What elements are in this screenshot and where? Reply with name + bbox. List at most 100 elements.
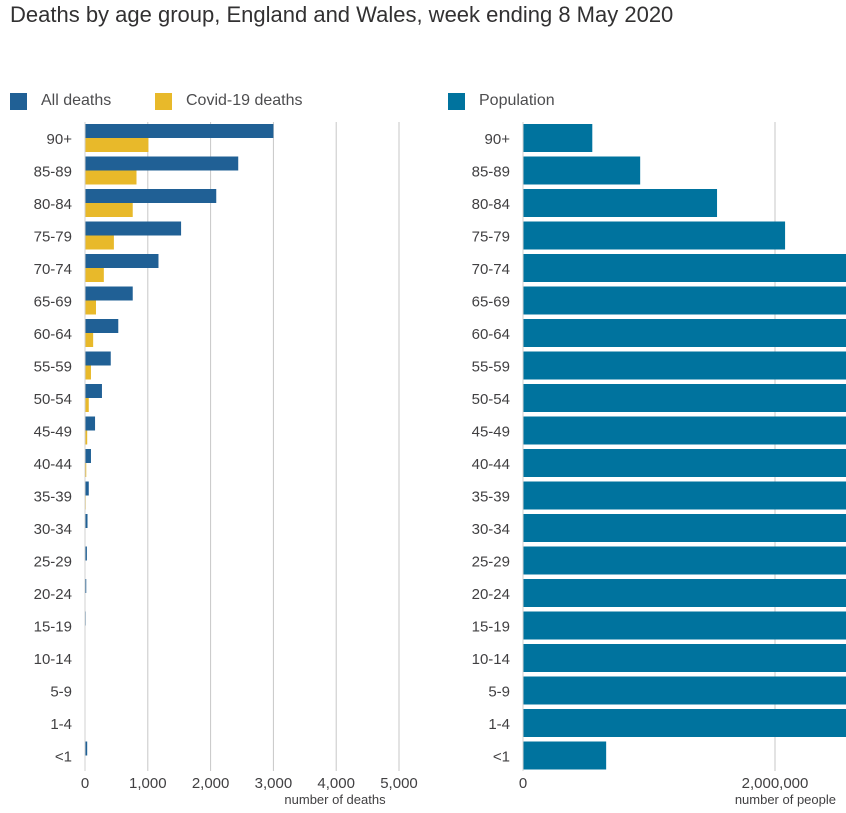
bar-population <box>523 611 846 640</box>
bar-covid-deaths <box>85 333 94 347</box>
bar-population <box>523 741 607 770</box>
bar-covid-deaths <box>85 268 104 282</box>
bar-population <box>523 286 846 315</box>
bar-all-deaths <box>85 416 96 431</box>
bar-all-deaths <box>85 384 102 398</box>
y-tick-label-deaths: 50-54 <box>34 391 72 408</box>
legend-swatch-covid-deaths <box>155 92 172 110</box>
bar-population <box>523 351 846 380</box>
bar-covid-deaths <box>85 430 88 445</box>
y-tick-label-deaths: 40-44 <box>34 456 72 473</box>
bar-covid-deaths <box>85 235 114 250</box>
bar-covid-deaths <box>85 365 91 380</box>
bar-population <box>523 709 846 737</box>
y-tick-label-deaths: 65-69 <box>34 294 72 311</box>
bar-population <box>523 644 846 672</box>
legend-label-all-deaths: All deaths <box>41 92 112 109</box>
legend-population: Population <box>448 92 555 110</box>
bar-all-deaths <box>85 221 182 236</box>
bar-population <box>523 221 786 250</box>
bar-all-deaths <box>85 481 89 496</box>
bar-population <box>523 254 846 282</box>
bar-all-deaths <box>85 156 239 171</box>
bar-covid-deaths <box>85 203 133 217</box>
y-tick-label-deaths: 75-79 <box>34 229 72 246</box>
x-tick-label-deaths: 4,000 <box>317 775 355 792</box>
x-tick-label-population: 0 <box>519 775 527 792</box>
bar-all-deaths <box>85 546 87 561</box>
y-tick-label-population: 70-74 <box>472 261 510 278</box>
y-tick-label-population: 30-34 <box>472 521 510 538</box>
y-tick-label-deaths: 85-89 <box>34 164 72 181</box>
y-tick-label-deaths: 90+ <box>47 131 73 148</box>
bar-all-deaths <box>85 741 88 756</box>
bar-population <box>523 319 846 347</box>
bar-population <box>523 514 846 542</box>
bar-population <box>523 579 846 607</box>
y-tick-label-population: 1-4 <box>488 716 510 733</box>
bar-covid-deaths <box>85 300 96 315</box>
bar-all-deaths <box>85 254 159 268</box>
bar-all-deaths <box>85 189 217 203</box>
x-axis-label-deaths: number of deaths <box>284 792 386 807</box>
y-tick-label-population: 5-9 <box>488 684 510 701</box>
legend-all-deaths: All deaths <box>10 92 111 110</box>
y-tick-label-population: 25-29 <box>472 554 510 571</box>
y-tick-label-population: 50-54 <box>472 391 510 408</box>
bar-all-deaths <box>85 351 111 366</box>
y-tick-label-population: <1 <box>493 749 510 766</box>
x-tick-label-deaths: 0 <box>81 775 89 792</box>
y-tick-label-deaths: <1 <box>55 749 72 766</box>
y-tick-label-population: 85-89 <box>472 164 510 181</box>
bar-population <box>523 546 846 575</box>
y-tick-label-deaths: 60-64 <box>34 326 72 343</box>
bar-covid-deaths <box>85 398 89 412</box>
bar-population <box>523 156 641 185</box>
bar-all-deaths <box>85 124 274 138</box>
y-tick-label-population: 45-49 <box>472 424 510 441</box>
y-tick-label-population: 40-44 <box>472 456 510 473</box>
x-tick-label-population: 2,000,000 <box>742 775 809 792</box>
y-tick-label-population: 80-84 <box>472 196 510 213</box>
legend-swatch-population <box>448 92 465 110</box>
y-tick-label-deaths: 15-19 <box>34 619 72 636</box>
y-tick-label-population: 20-24 <box>472 586 510 603</box>
bar-all-deaths <box>85 579 87 593</box>
bar-all-deaths <box>85 514 88 528</box>
y-tick-label-deaths: 10-14 <box>34 651 72 668</box>
x-tick-label-deaths: 5,000 <box>380 775 418 792</box>
legend-label-covid-deaths: Covid-19 deaths <box>186 92 303 109</box>
y-tick-label-deaths: 35-39 <box>34 489 72 506</box>
y-tick-label-deaths: 70-74 <box>34 261 72 278</box>
y-tick-label-deaths: 80-84 <box>34 196 72 213</box>
y-tick-label-population: 35-39 <box>472 489 510 506</box>
y-tick-label-population: 15-19 <box>472 619 510 636</box>
x-tick-label-deaths: 3,000 <box>255 775 293 792</box>
bar-population <box>523 676 846 705</box>
bar-all-deaths <box>85 286 133 301</box>
y-tick-label-population: 60-64 <box>472 326 510 343</box>
x-tick-label-deaths: 1,000 <box>129 775 167 792</box>
y-tick-label-population: 75-79 <box>472 229 510 246</box>
bar-all-deaths <box>85 319 119 333</box>
y-tick-label-population: 10-14 <box>472 651 510 668</box>
y-tick-label-deaths: 25-29 <box>34 554 72 571</box>
y-tick-label-population: 90+ <box>485 131 511 148</box>
bar-covid-deaths <box>85 138 149 152</box>
legend-swatch-all-deaths <box>10 92 27 110</box>
y-tick-label-deaths: 1-4 <box>50 716 72 733</box>
y-tick-label-population: 65-69 <box>472 294 510 311</box>
bar-population <box>523 124 593 152</box>
bar-population <box>523 449 846 477</box>
chart-title: Deaths by age group, England and Wales, … <box>10 2 674 27</box>
bar-population <box>523 384 846 412</box>
y-tick-label-deaths: 55-59 <box>34 359 72 376</box>
bar-covid-deaths <box>85 463 87 477</box>
x-tick-label-deaths: 2,000 <box>192 775 230 792</box>
y-tick-label-population: 55-59 <box>472 359 510 376</box>
bar-covid-deaths <box>85 170 137 185</box>
x-axis-label-population: number of people <box>735 792 836 807</box>
bar-population <box>523 416 846 445</box>
y-tick-label-deaths: 5-9 <box>50 684 72 701</box>
